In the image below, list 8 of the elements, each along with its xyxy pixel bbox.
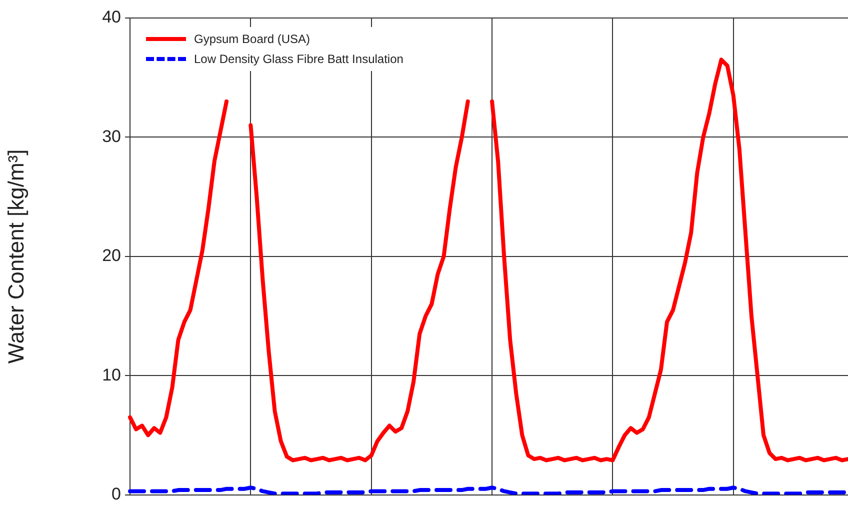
legend-label: Low Density Glass Fibre Batt Insulation [194,52,404,66]
y-tick-label: 0 [112,484,121,504]
y-tick-label: 20 [102,246,121,266]
legend-label: Gypsum Board (USA) [194,32,310,46]
y-tick-label: 30 [102,126,121,146]
y-tick-label: 10 [102,365,121,384]
y-axis-title: Water Content [kg/m³] [3,149,28,364]
y-tick-label: 40 [102,8,121,27]
